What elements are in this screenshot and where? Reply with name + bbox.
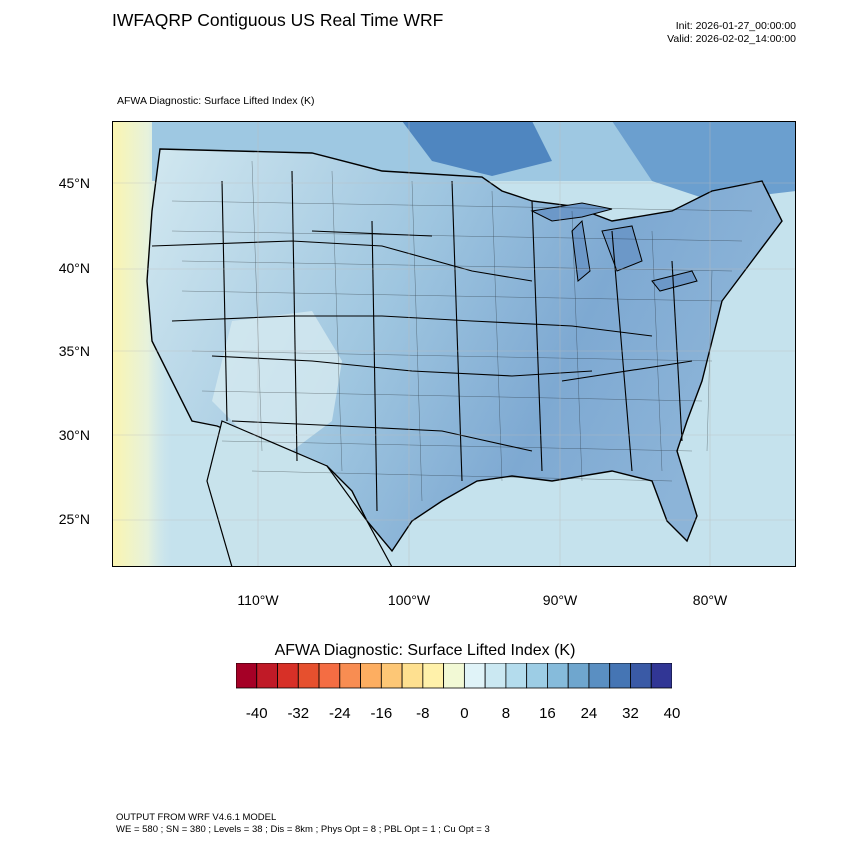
lon-label-80w: 80°W xyxy=(692,592,728,608)
colorbar-label: 8 xyxy=(501,705,511,722)
lat-label-35n: 35°N xyxy=(58,343,90,359)
colorbar-label: -8 xyxy=(416,705,430,722)
colorbar-label: -40 xyxy=(245,705,268,722)
init-time: Init: 2026-01-27_00:00:00 xyxy=(675,20,796,32)
valid-time: Valid: 2026-02-02_14:00:00 xyxy=(667,33,796,45)
colorbar-label: 0 xyxy=(460,705,469,722)
colorbar-swatch xyxy=(609,663,631,689)
colorbar-swatch xyxy=(588,663,611,689)
lon-label-90w: 90°W xyxy=(542,592,578,608)
colorbar-title: AFWA Diagnostic: Surface Lifted Index (K… xyxy=(274,642,576,659)
lat-label-45n: 45°N xyxy=(58,175,90,191)
colorbar-swatch xyxy=(463,663,486,689)
lon-label-100w: 100°W xyxy=(387,592,431,608)
colorbar-swatch xyxy=(484,663,507,689)
county-borders xyxy=(171,160,753,502)
colorbar-swatch xyxy=(339,663,361,689)
colorbar-swatch xyxy=(256,663,278,689)
hudson-dark-region xyxy=(402,121,552,176)
colorbar-swatch xyxy=(236,663,258,689)
colorbar-label: 32 xyxy=(622,705,639,722)
map-panel xyxy=(112,121,796,567)
colorbar-swatch xyxy=(401,663,424,689)
colorbar xyxy=(236,663,672,689)
field-subtitle: AFWA Diagnostic: Surface Lifted Index (K… xyxy=(117,95,315,107)
footer-options: WE = 580 ; SN = 380 ; Levels = 38 ; Dis … xyxy=(116,824,490,835)
graticule xyxy=(112,121,796,567)
colorbar-label: 24 xyxy=(580,705,598,722)
colorbar-swatch xyxy=(630,663,652,689)
colorbar-label: -32 xyxy=(287,705,310,722)
lat-label-40n: 40°N xyxy=(58,260,90,276)
colorbar-swatch xyxy=(360,663,382,689)
footer-model: OUTPUT FROM WRF V4.6.1 MODEL xyxy=(116,812,277,823)
colorbar-swatch xyxy=(547,663,569,689)
lon-label-110w: 110°W xyxy=(237,592,279,608)
colorbar-swatch xyxy=(505,663,528,689)
colorbar-swatch xyxy=(443,663,465,689)
colorbar-label: -16 xyxy=(370,705,393,722)
state-borders xyxy=(151,170,693,512)
colorbar-label: 40 xyxy=(663,705,681,722)
colorbar-swatch xyxy=(422,663,445,689)
mexico-land xyxy=(206,420,393,567)
southwest-warm-region xyxy=(212,311,342,451)
colorbar-swatch xyxy=(318,663,341,689)
lat-label-25n: 25°N xyxy=(58,511,90,527)
colorbar-label: 16 xyxy=(539,705,556,722)
plot-title: IWFAQRP Contiguous US Real Time WRF xyxy=(112,10,444,30)
colorbar-swatch xyxy=(380,663,403,689)
colorbar-label: -24 xyxy=(328,705,351,722)
colorbar-swatch xyxy=(650,663,672,689)
lat-label-30n: 30°N xyxy=(58,427,90,443)
map-frame xyxy=(112,121,796,567)
colorbar-swatch xyxy=(277,663,299,689)
colorbar-swatch xyxy=(297,663,320,689)
colorbar-swatch xyxy=(526,663,548,689)
great-lakes xyxy=(530,202,698,292)
quebec-dark-region xyxy=(612,121,796,201)
colorbar-swatch xyxy=(567,663,590,689)
